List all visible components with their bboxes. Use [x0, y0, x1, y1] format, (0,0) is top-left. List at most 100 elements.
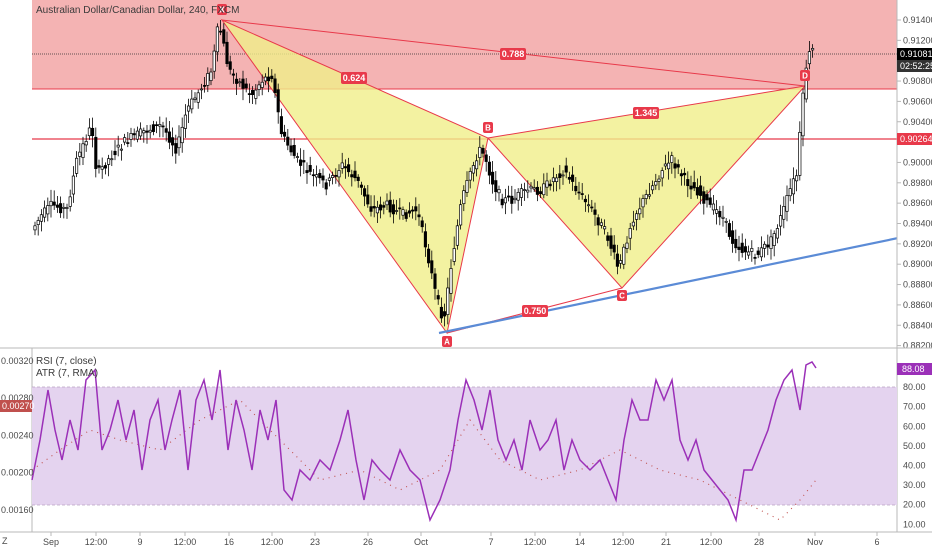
- candle-body: [635, 213, 639, 220]
- candle-body: [385, 200, 389, 206]
- candle-body: [193, 97, 197, 100]
- candle-body: [747, 251, 751, 256]
- candle-body: [795, 175, 799, 182]
- candle-body: [641, 198, 645, 208]
- candle-body: [807, 51, 811, 65]
- candle-body: [750, 248, 754, 252]
- candle-body: [727, 223, 731, 237]
- candle-body: [779, 215, 783, 227]
- candle-body: [670, 155, 674, 163]
- current-price-text: 0.91081: [900, 49, 932, 59]
- candle-body: [555, 177, 559, 182]
- candle-body: [443, 311, 447, 317]
- candle-body: [177, 136, 181, 149]
- candle-body: [257, 84, 261, 90]
- candle-body: [459, 204, 463, 226]
- candle-body: [507, 195, 511, 198]
- candle-body: [436, 295, 440, 300]
- candle-body: [238, 81, 242, 84]
- candle-body: [804, 67, 808, 100]
- candle-body: [369, 206, 373, 212]
- candle-body: [171, 137, 175, 146]
- candle-body: [395, 210, 399, 212]
- candle-body: [734, 238, 738, 249]
- candle-body: [500, 198, 504, 206]
- candle-body: [619, 260, 623, 264]
- rsi-tick-label: 80.00: [903, 382, 926, 392]
- candle-body: [84, 141, 88, 146]
- candle-body: [676, 164, 680, 168]
- candle-body: [132, 133, 136, 136]
- rsi-tick-label: 70.00: [903, 402, 926, 412]
- time-tick-label: 14: [575, 537, 585, 547]
- candle-body: [388, 199, 392, 213]
- time-tick-label: Nov: [807, 537, 824, 547]
- ratio-text: 1.345: [635, 108, 658, 118]
- ratio-text: 0.788: [502, 49, 525, 59]
- time-tick-label: Sep: [43, 537, 59, 547]
- time-tick-label: 16: [224, 537, 234, 547]
- candle-body: [679, 173, 683, 177]
- candle-body: [199, 88, 203, 91]
- candle-body: [398, 207, 402, 210]
- time-tick-label: 21: [661, 537, 671, 547]
- rsi-label: RSI (7, close): [36, 356, 97, 367]
- ratio-text: 0.750: [524, 306, 547, 316]
- candle-body: [449, 268, 453, 294]
- candle-body: [577, 191, 581, 194]
- candle-body: [126, 142, 130, 144]
- candle-body: [622, 246, 626, 265]
- rsi-tick-label: 50.00: [903, 441, 926, 451]
- candle-body: [81, 143, 85, 158]
- time-tick-label: 26: [363, 537, 373, 547]
- candle-body: [347, 164, 351, 173]
- level-price-text: 0.90264: [900, 134, 932, 144]
- candle-body: [420, 220, 424, 228]
- candle-body: [513, 197, 517, 201]
- candle-body: [702, 191, 706, 204]
- candle-body: [516, 191, 520, 201]
- candle-body: [343, 166, 347, 169]
- candle-body: [651, 185, 655, 191]
- atr-label: ATR (7, RMA): [36, 368, 98, 379]
- candle-body: [244, 83, 248, 89]
- candle-body: [699, 185, 703, 196]
- time-tick-label: 12:00: [612, 537, 635, 547]
- candle-body: [139, 128, 143, 137]
- candle-body: [359, 184, 363, 188]
- svg-text:B: B: [485, 124, 491, 133]
- candle-body: [785, 195, 789, 212]
- atr-axis: 0.00320 0.00280 0.00240 0.00200 0.00160: [1, 356, 34, 515]
- candle-body: [740, 242, 744, 253]
- candle-body: [321, 175, 325, 181]
- candle-body: [462, 190, 466, 205]
- candle-body: [158, 124, 162, 127]
- candle-body: [625, 242, 629, 249]
- candle-body: [174, 143, 178, 154]
- candle-body: [267, 76, 271, 82]
- candle-body: [363, 188, 367, 197]
- candle-body: [654, 181, 658, 186]
- time-axis[interactable]: Sep 12:00 9 12:00 16 12:00 23 26 Oct 7 12:00 14 12:0…: [43, 532, 880, 547]
- candle-body: [715, 209, 719, 214]
- candle-body: [68, 196, 72, 207]
- candle-body: [286, 136, 290, 146]
- candle-body: [145, 130, 149, 133]
- candle-body: [455, 225, 459, 246]
- candle-body: [603, 226, 607, 230]
- candle-body: [97, 165, 101, 168]
- candle-body: [718, 211, 722, 218]
- candle-body: [379, 204, 383, 211]
- trendline[interactable]: [438, 229, 932, 335]
- candle-body: [599, 222, 603, 226]
- candle-body: [724, 220, 728, 223]
- candle-body: [593, 209, 597, 215]
